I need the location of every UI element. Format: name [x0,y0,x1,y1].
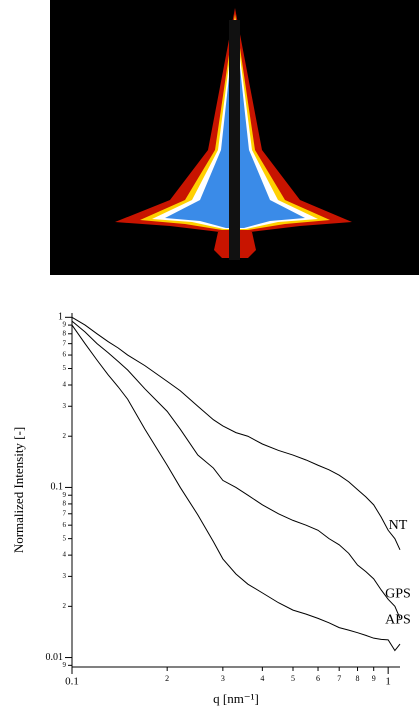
y-tick-label: 4 [63,381,67,389]
beamstop [229,20,240,260]
y-tick-label: 0.01 [46,652,64,663]
x-tick-label: 6 [316,674,320,683]
y-tick-label: 7 [63,509,67,517]
series-label: NT [389,518,408,533]
x-tick-label: 9 [372,674,376,683]
y-tick-label: 8 [63,329,67,337]
x-axis-label: q [nm⁻¹] [213,691,259,706]
y-tick-label: 9 [63,321,67,329]
x-tick-label: 4 [260,674,264,683]
y-tick-label: 3 [63,402,67,410]
y-tick-label: 2 [63,602,67,610]
scattering-image [50,0,419,275]
y-tick-label: 5 [63,534,67,542]
y-tick-label: 0.1 [51,482,64,493]
x-tick-label: 7 [337,674,341,683]
y-tick-label: 6 [63,521,67,529]
y-tick-label: 8 [63,500,67,508]
x-tick-label: 0.1 [65,676,79,688]
y-tick-label: 2 [63,432,67,440]
y-tick-label: 9 [63,661,67,669]
series-label: APS [385,612,411,627]
x-tick-label: 2 [165,674,169,683]
data-line [71,320,401,619]
y-tick-label: 3 [63,572,67,580]
y-tick-label: 1 [58,312,63,323]
series-label: GPS [385,587,411,602]
x-tick-label: 1 [385,676,391,688]
y-tick-label: 9 [63,491,67,499]
y-tick-label: 6 [63,351,67,359]
x-tick-label: 8 [356,674,360,683]
x-tick-label: 3 [221,674,225,683]
y-tick-label: 4 [63,551,67,559]
y-axis-label: Normalized Intensity [-] [11,427,26,553]
x-tick-label: 5 [291,674,295,683]
data-line [71,324,401,652]
data-line [71,316,401,550]
y-tick-label: 7 [63,339,67,347]
y-tick-label: 5 [63,364,67,372]
